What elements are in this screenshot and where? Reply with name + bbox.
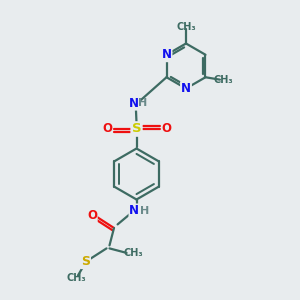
Text: CH₃: CH₃ — [67, 273, 86, 284]
Text: N: N — [129, 97, 139, 110]
Text: H: H — [139, 98, 148, 109]
Text: CH₃: CH₃ — [176, 22, 196, 32]
Text: N: N — [161, 48, 172, 61]
Text: S: S — [81, 255, 90, 268]
Text: O: O — [102, 122, 112, 136]
Text: N: N — [181, 82, 191, 95]
Text: S: S — [132, 122, 141, 136]
Text: H: H — [140, 206, 149, 216]
Text: N: N — [129, 204, 139, 217]
Text: O: O — [87, 209, 97, 222]
Text: CH₃: CH₃ — [214, 75, 233, 85]
Text: O: O — [161, 122, 172, 136]
Text: CH₃: CH₃ — [124, 248, 143, 259]
